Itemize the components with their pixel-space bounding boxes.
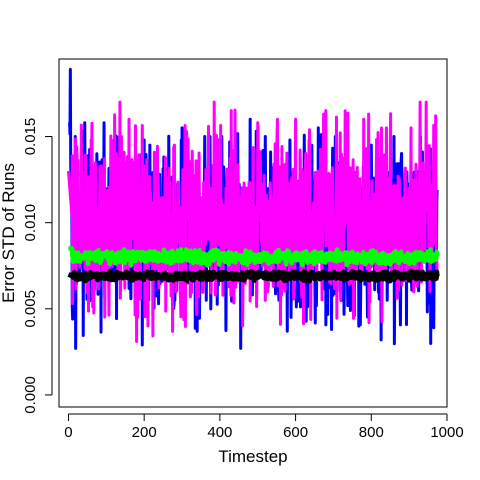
series-line [66,268,440,284]
series-line [66,246,440,268]
x-tick-label: 800 [359,424,384,441]
x-tick-label: 0 [64,424,72,441]
x-tick-label: 1000 [430,424,463,441]
y-tick-label: 0.010 [22,204,39,242]
y-tick-label: 0.015 [22,118,39,156]
x-tick-label: 200 [132,424,157,441]
y-tick-label: 0.005 [22,290,39,328]
y-axis-label: Error STD of Runs [0,163,18,303]
y-tick-label: 0.000 [22,376,39,414]
plot-frame [58,58,448,408]
x-axis-label: Timestep [218,447,287,466]
y-axis: 0.000 0.005 0.010 0.015 [22,118,53,414]
series-layer [66,67,440,350]
x-tick-label: 600 [283,424,308,441]
x-tick-label: 400 [207,424,232,441]
x-axis: 0 200 400 600 800 1000 [64,413,464,441]
